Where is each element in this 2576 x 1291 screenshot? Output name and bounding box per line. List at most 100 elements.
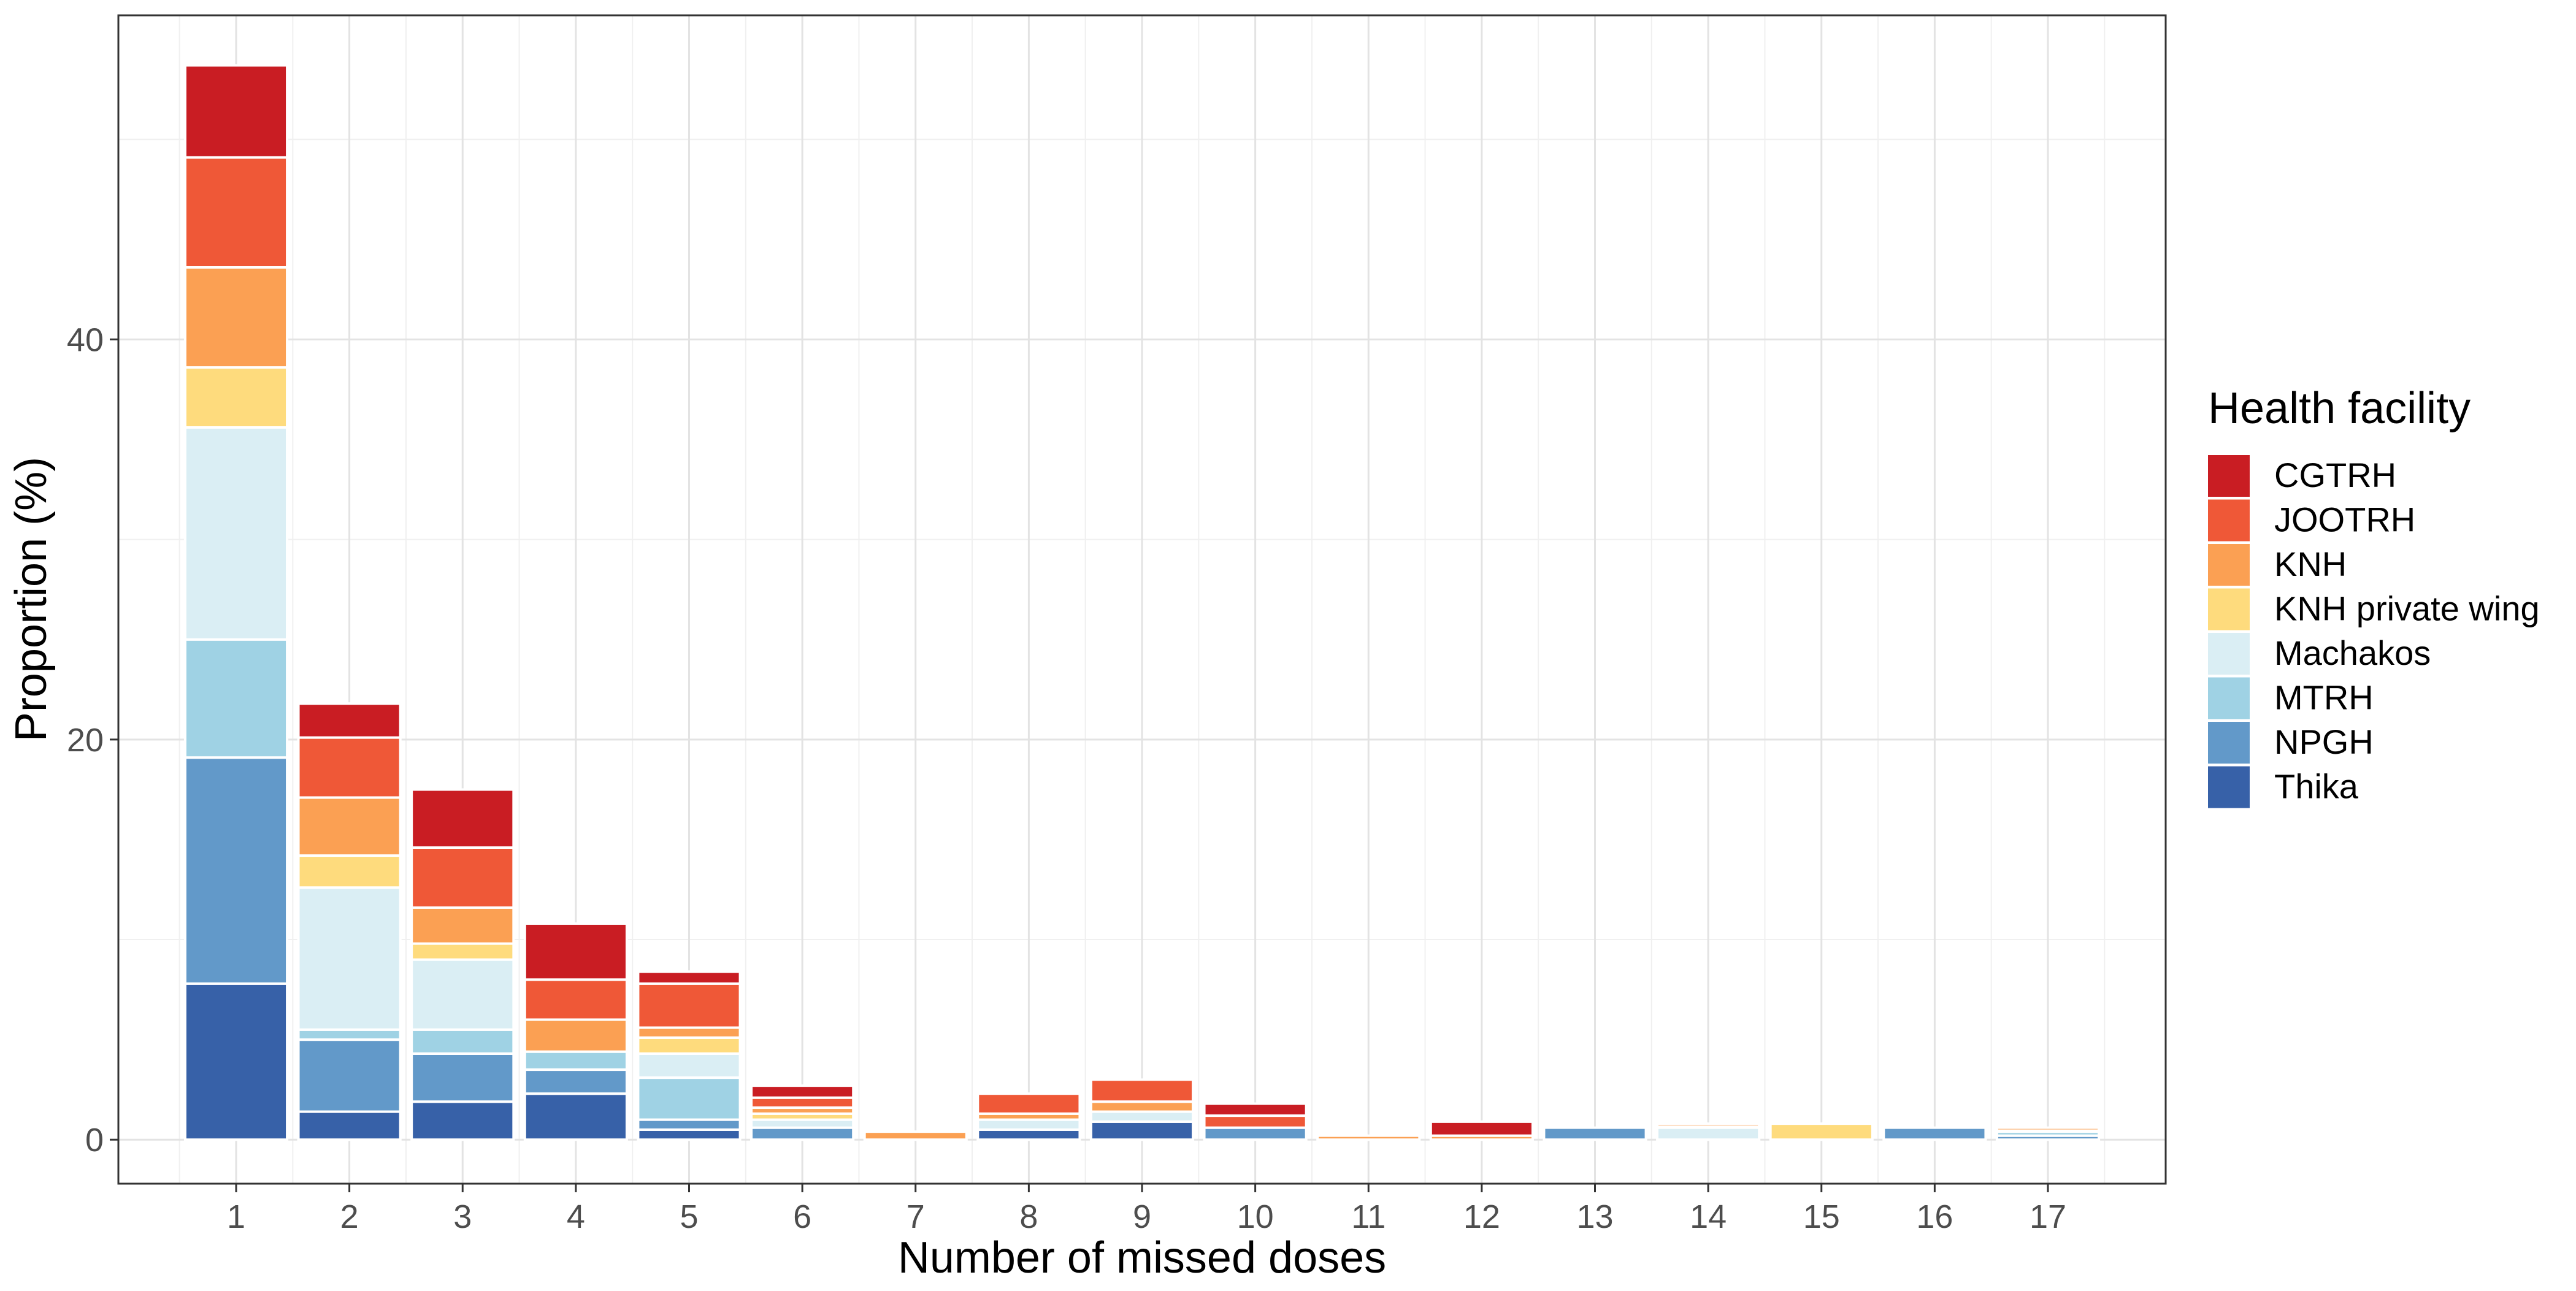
bar-segment-knh-private-wing [1769, 1122, 1874, 1141]
legend: Health facility CGTRH JOOTRH KNH KNH privat… [2208, 384, 2540, 808]
bar-segment-machakos [297, 886, 402, 1031]
bar-segment-mtrh [637, 1076, 742, 1121]
bar-segment-machakos [410, 958, 515, 1031]
bar-segment-thika [410, 1100, 515, 1141]
x-tick-label: 11 [1351, 1198, 1386, 1235]
x-tick-label: 17 [2030, 1198, 2066, 1235]
legend-swatch [2208, 544, 2250, 586]
bar-segment-cgtrh [523, 922, 628, 981]
bar-segment-npgh [750, 1126, 855, 1141]
bar-segment-thika [637, 1128, 742, 1141]
legend-swatch [2208, 677, 2250, 719]
bar-segment-knh [1995, 1126, 2101, 1132]
x-axis-title: Number of missed doses [898, 1233, 1386, 1282]
bar-segment-npgh [1882, 1126, 1987, 1141]
bar-segment-jootrh [976, 1092, 1081, 1115]
bar-segment-thika [523, 1092, 628, 1141]
x-tick-label: 10 [1237, 1198, 1274, 1235]
bar-segment-thika [297, 1110, 402, 1141]
x-tick-label: 16 [1916, 1198, 1953, 1235]
bar-segment-mtrh [183, 638, 289, 759]
bar-segment-machakos [183, 426, 289, 641]
legend-label: Thika [2274, 767, 2359, 806]
bar-segment-knh-private-wing [410, 942, 515, 961]
bar-segment-knh-private-wing [637, 1036, 742, 1055]
bar-segment-npgh [410, 1052, 515, 1103]
y-axis: 0 20 40 [67, 321, 118, 1159]
bar-segment-jootrh [1089, 1078, 1195, 1103]
x-tick-label: 3 [453, 1198, 472, 1235]
x-tick-label: 2 [340, 1198, 359, 1235]
x-tick-label: 4 [567, 1198, 585, 1235]
x-tick-label: 15 [1803, 1198, 1840, 1235]
legend-swatch [2208, 588, 2250, 630]
bar-segment-mtrh [297, 1028, 402, 1041]
legend-swatch [2208, 722, 2250, 764]
x-tick-label: 13 [1576, 1198, 1613, 1235]
bar-segment-cgtrh [297, 702, 402, 739]
bar-segment-knh-private-wing [183, 366, 289, 429]
bar-segment-jootrh [750, 1096, 855, 1109]
bar-segment-npgh [297, 1038, 402, 1113]
x-tick-label: 7 [907, 1198, 925, 1235]
bar-segment-knh [523, 1018, 628, 1053]
bar-segment-jootrh [410, 846, 515, 909]
x-tick-label: 9 [1133, 1198, 1151, 1235]
bar-segment-knh [863, 1130, 968, 1141]
bar-segment-mtrh [410, 1028, 515, 1055]
bar-segment-jootrh [183, 156, 289, 269]
bar-segment-jootrh [1203, 1114, 1308, 1129]
x-axis: 1 2 3 4 5 6 7 8 9 10 11 12 13 14 15 16 17 [227, 1184, 2066, 1235]
bar-segment-cgtrh [750, 1084, 855, 1099]
legend-label: JOOTRH [2274, 500, 2415, 539]
bar-segment-npgh [1543, 1126, 1647, 1141]
bar-segment-thika [183, 982, 289, 1141]
legend-label: NPGH [2274, 722, 2374, 761]
minor-grid [118, 15, 2166, 1184]
bar-segment-cgtrh [1429, 1120, 1534, 1137]
bar-segment-knh [1089, 1100, 1195, 1113]
legend-label: Machakos [2274, 634, 2431, 672]
legend-title: Health facility [2208, 384, 2471, 433]
bar-segment-npgh [1203, 1126, 1308, 1141]
bar-segment-thika [976, 1128, 1081, 1141]
bar-segment-jootrh [297, 736, 402, 799]
x-tick-label: 1 [227, 1198, 245, 1235]
bar-segment-knh [1316, 1134, 1421, 1141]
bar-segment-thika [1089, 1120, 1195, 1141]
bar-segment-cgtrh [183, 64, 289, 159]
bar-segment-cgtrh [1203, 1102, 1308, 1117]
y-tick-label: 0 [85, 1122, 104, 1159]
legend-swatch [2208, 455, 2250, 497]
bar-segment-npgh [523, 1068, 628, 1095]
x-tick-label: 5 [680, 1198, 698, 1235]
legend-label: CGTRH [2274, 456, 2396, 494]
y-tick-label: 40 [67, 321, 104, 358]
bar-segment-jootrh [637, 982, 742, 1029]
bars [183, 64, 2101, 1141]
legend-label: MTRH [2274, 678, 2374, 717]
legend-label: KNH [2274, 545, 2347, 583]
bar-segment-knh [1656, 1122, 1761, 1128]
legend-swatch [2208, 766, 2250, 808]
y-axis-title: Proportion (%) [7, 457, 56, 741]
bar-segment-machakos [1089, 1110, 1195, 1123]
bar-segment-machakos [637, 1052, 742, 1079]
bar-segment-knh-private-wing [297, 854, 402, 889]
bar-segment-cgtrh [637, 970, 742, 985]
legend-swatch [2208, 633, 2250, 675]
legend-label: KNH private wing [2274, 589, 2540, 628]
x-tick-label: 8 [1019, 1198, 1038, 1235]
x-tick-label: 14 [1690, 1198, 1727, 1235]
bar-segment-knh [637, 1026, 742, 1039]
y-tick-label: 20 [67, 722, 104, 759]
legend-swatch [2208, 499, 2250, 542]
bar-segment-knh [297, 796, 402, 857]
bar-segment-machakos [976, 1118, 1081, 1131]
bar-segment-knh [183, 266, 289, 369]
x-tick-label: 6 [793, 1198, 811, 1235]
bar-segment-machakos [1656, 1126, 1761, 1141]
bar-segment-cgtrh [410, 788, 515, 849]
